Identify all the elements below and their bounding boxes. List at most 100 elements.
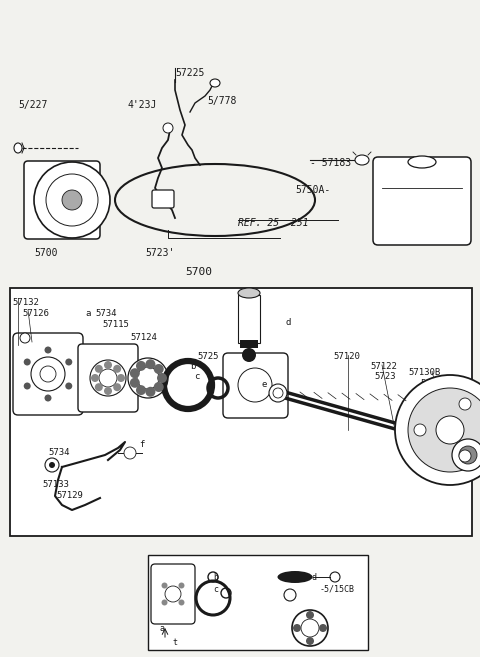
Text: 57126: 57126 [22, 309, 49, 318]
Circle shape [91, 374, 99, 382]
Circle shape [179, 583, 184, 589]
Bar [240, 340, 258, 348]
Circle shape [306, 611, 314, 619]
Circle shape [104, 361, 112, 369]
Circle shape [136, 385, 146, 395]
FancyBboxPatch shape [151, 564, 195, 624]
Text: a: a [160, 624, 165, 633]
Text: 57129: 57129 [56, 491, 83, 500]
Circle shape [117, 374, 125, 382]
Text: 5734: 5734 [48, 448, 70, 457]
Text: 5/778: 5/778 [207, 96, 236, 106]
Circle shape [459, 446, 477, 464]
Circle shape [104, 387, 112, 395]
Text: c: c [194, 372, 199, 381]
Circle shape [179, 599, 184, 606]
Ellipse shape [277, 571, 312, 583]
Ellipse shape [413, 423, 427, 441]
Circle shape [145, 387, 156, 397]
Text: 5/227: 5/227 [18, 100, 48, 110]
Text: 5723: 5723 [374, 372, 396, 381]
Text: 57130B: 57130B [408, 368, 440, 377]
Text: b: b [190, 362, 195, 371]
Circle shape [293, 624, 301, 632]
Text: 5/128: 5/128 [420, 378, 447, 387]
Ellipse shape [408, 156, 436, 168]
Ellipse shape [355, 155, 369, 165]
Circle shape [113, 365, 121, 373]
Circle shape [24, 359, 31, 365]
Circle shape [137, 367, 159, 389]
Circle shape [65, 382, 72, 390]
Text: f: f [139, 440, 144, 449]
Circle shape [161, 583, 168, 589]
Text: 4'23J: 4'23J [128, 100, 157, 110]
Circle shape [128, 358, 168, 398]
FancyBboxPatch shape [78, 344, 138, 412]
Circle shape [408, 388, 480, 472]
Circle shape [154, 382, 164, 392]
Text: 57115: 57115 [102, 320, 129, 329]
FancyBboxPatch shape [24, 161, 100, 239]
Circle shape [459, 398, 471, 410]
Circle shape [136, 361, 146, 371]
Text: e: e [262, 380, 267, 389]
Circle shape [157, 373, 167, 383]
Text: 5734: 5734 [95, 309, 117, 318]
Text: t: t [172, 638, 177, 647]
Circle shape [34, 162, 110, 238]
Text: 5700: 5700 [34, 248, 58, 258]
Circle shape [242, 348, 256, 362]
Circle shape [99, 369, 117, 387]
Text: 57120: 57120 [333, 352, 360, 361]
FancyBboxPatch shape [152, 190, 174, 208]
Bar [238, 295, 260, 343]
Text: d: d [285, 318, 290, 327]
Circle shape [414, 424, 426, 436]
Circle shape [395, 375, 480, 485]
Text: 57122: 57122 [370, 362, 397, 371]
Text: - 57183: - 57183 [310, 158, 351, 168]
Circle shape [130, 368, 140, 378]
Circle shape [95, 383, 103, 391]
Circle shape [163, 123, 173, 133]
FancyBboxPatch shape [223, 353, 288, 418]
Text: 5700: 5700 [185, 267, 212, 277]
FancyBboxPatch shape [13, 333, 83, 415]
Circle shape [113, 383, 121, 391]
Circle shape [459, 450, 471, 462]
Bar [10, 288, 472, 536]
Text: a: a [85, 309, 90, 318]
Circle shape [319, 624, 327, 632]
Ellipse shape [210, 79, 220, 87]
Text: d: d [311, 573, 316, 582]
Circle shape [301, 619, 319, 637]
Circle shape [40, 366, 56, 382]
Circle shape [62, 190, 82, 210]
Circle shape [269, 384, 287, 402]
Bar [148, 555, 368, 650]
Text: 5723': 5723' [145, 248, 174, 258]
Text: 57132: 57132 [12, 298, 39, 307]
Circle shape [65, 359, 72, 365]
Circle shape [124, 447, 136, 459]
Circle shape [49, 462, 55, 468]
Circle shape [154, 364, 164, 374]
Circle shape [161, 599, 168, 606]
Text: -5/15CB: -5/15CB [320, 585, 355, 594]
Circle shape [24, 382, 31, 390]
Circle shape [45, 346, 51, 353]
Text: 5725: 5725 [197, 352, 218, 361]
Circle shape [95, 365, 103, 373]
FancyBboxPatch shape [373, 157, 471, 245]
Text: 57124: 57124 [130, 333, 157, 342]
Circle shape [452, 439, 480, 471]
Ellipse shape [238, 288, 260, 298]
Text: 57133: 57133 [42, 480, 69, 489]
Ellipse shape [14, 143, 22, 153]
Text: 5750A-: 5750A- [295, 185, 330, 195]
Text: REF. 25  251: REF. 25 251 [238, 218, 309, 228]
Circle shape [306, 637, 314, 645]
Text: 5713': 5713' [432, 388, 459, 397]
Circle shape [436, 416, 464, 444]
